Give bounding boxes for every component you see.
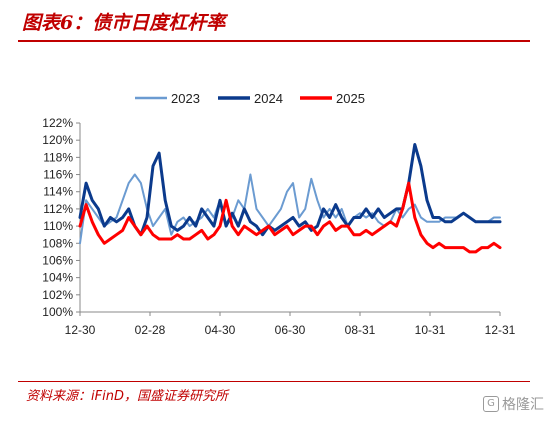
series-line-2023 xyxy=(79,173,501,245)
title-divider xyxy=(18,40,530,42)
watermark: G 格隆汇 xyxy=(483,394,544,414)
y-tick-label: 116% xyxy=(43,168,73,182)
y-tick-label: 112% xyxy=(43,202,73,216)
chart-axes: 100% 102% 104% 106% 108% 110% 112% 114% 116% 118%… xyxy=(42,116,515,337)
legend-label-2024: 2024 xyxy=(254,91,283,106)
y-tick-label: 108% xyxy=(42,236,73,250)
x-tick-label: 02-28 xyxy=(135,323,166,337)
y-tick-label: 102% xyxy=(42,288,73,302)
y-tick-label: 114% xyxy=(43,185,73,199)
source-divider xyxy=(18,381,530,382)
y-tick-label: 100% xyxy=(42,305,73,319)
chart-legend: 2023 2024 2025 xyxy=(135,91,365,106)
watermark-text: 格隆汇 xyxy=(502,397,544,413)
page-title: 图表6：债市日度杠杆率 xyxy=(22,12,226,34)
logo-mark-icon: G xyxy=(483,396,499,412)
x-tick-label: 10-31 xyxy=(415,323,446,337)
y-tick-label: 110% xyxy=(43,219,73,233)
y-tick-label: 122% xyxy=(42,116,73,130)
x-tick-label: 12-30 xyxy=(65,323,96,337)
y-tick-label: 118% xyxy=(43,150,73,164)
chart-series xyxy=(78,143,502,254)
series-line-2025 xyxy=(78,181,502,254)
y-tick-label: 106% xyxy=(42,253,73,267)
legend-label-2023: 2023 xyxy=(171,91,200,106)
legend-label-2025: 2025 xyxy=(336,91,365,106)
source-note: 资料来源：iFinD，国盛证券研究所 xyxy=(26,389,228,404)
y-tick-label: 104% xyxy=(42,271,73,285)
x-tick-label: 08-31 xyxy=(345,323,376,337)
y-tick-label: 120% xyxy=(42,133,73,147)
x-tick-label: 04-30 xyxy=(205,323,236,337)
series-line-2024 xyxy=(78,143,502,237)
x-tick-label: 12-31 xyxy=(485,323,516,337)
x-tick-label: 06-30 xyxy=(275,323,306,337)
